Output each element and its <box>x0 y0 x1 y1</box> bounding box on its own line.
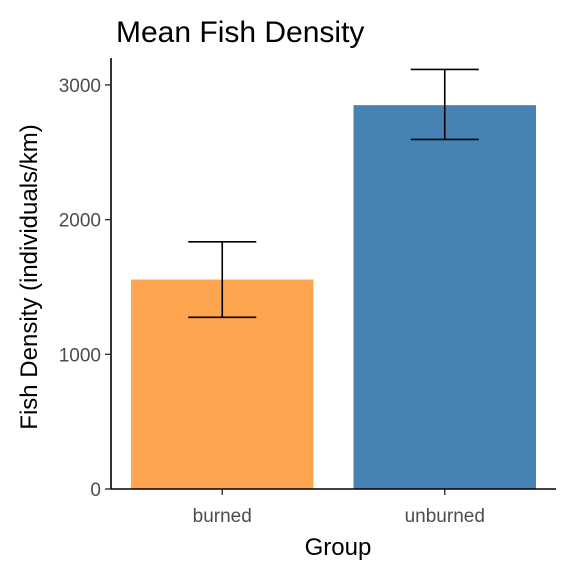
x-tick-label: burned <box>193 506 252 527</box>
x-axis: burned unburned <box>111 488 556 527</box>
error-bar-unburned <box>410 68 479 141</box>
y-axis-title: Fish Density (individuals/km) <box>16 124 43 429</box>
chart-title: Mean Fish Density <box>116 16 364 49</box>
error-bar-burned <box>188 241 257 319</box>
y-axis: 0 1000 2000 3000 <box>59 58 112 501</box>
x-tick-label: unburned <box>405 506 485 527</box>
y-tick-label: 0 <box>90 480 101 501</box>
errorbars-layer <box>188 68 479 319</box>
y-tick-label: 1000 <box>59 345 101 366</box>
y-tick-label: 3000 <box>59 76 101 97</box>
y-tick-label: 2000 <box>59 211 101 232</box>
bars-layer <box>131 105 536 489</box>
x-axis-title: Group <box>305 534 372 561</box>
bar-unburned <box>353 105 536 489</box>
